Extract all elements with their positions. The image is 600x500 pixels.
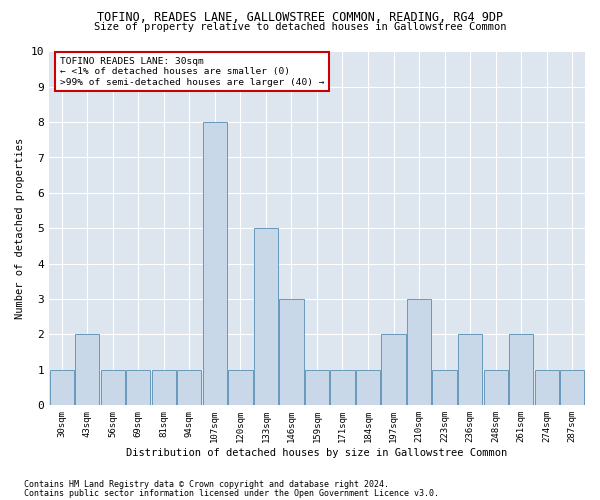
Bar <box>484 370 508 405</box>
Bar <box>560 370 584 405</box>
Bar <box>331 370 355 405</box>
Text: TOFINO, READES LANE, GALLOWSTREE COMMON, READING, RG4 9DP: TOFINO, READES LANE, GALLOWSTREE COMMON,… <box>97 11 503 24</box>
Bar <box>203 122 227 405</box>
Bar <box>509 334 533 405</box>
Y-axis label: Number of detached properties: Number of detached properties <box>15 138 25 319</box>
Bar <box>177 370 202 405</box>
Text: Contains public sector information licensed under the Open Government Licence v3: Contains public sector information licen… <box>24 488 439 498</box>
Bar <box>382 334 406 405</box>
Text: Size of property relative to detached houses in Gallowstree Common: Size of property relative to detached ho… <box>94 22 506 32</box>
Bar <box>75 334 100 405</box>
Text: Contains HM Land Registry data © Crown copyright and database right 2024.: Contains HM Land Registry data © Crown c… <box>24 480 389 489</box>
Bar <box>50 370 74 405</box>
Bar <box>305 370 329 405</box>
X-axis label: Distribution of detached houses by size in Gallowstree Common: Distribution of detached houses by size … <box>127 448 508 458</box>
Bar <box>458 334 482 405</box>
Bar <box>101 370 125 405</box>
Bar <box>254 228 278 405</box>
Bar <box>356 370 380 405</box>
Bar <box>433 370 457 405</box>
Bar <box>407 299 431 405</box>
Text: TOFINO READES LANE: 30sqm
← <1% of detached houses are smaller (0)
>99% of semi-: TOFINO READES LANE: 30sqm ← <1% of detac… <box>59 57 324 86</box>
Bar <box>126 370 151 405</box>
Bar <box>228 370 253 405</box>
Bar <box>152 370 176 405</box>
Bar <box>535 370 559 405</box>
Bar <box>280 299 304 405</box>
